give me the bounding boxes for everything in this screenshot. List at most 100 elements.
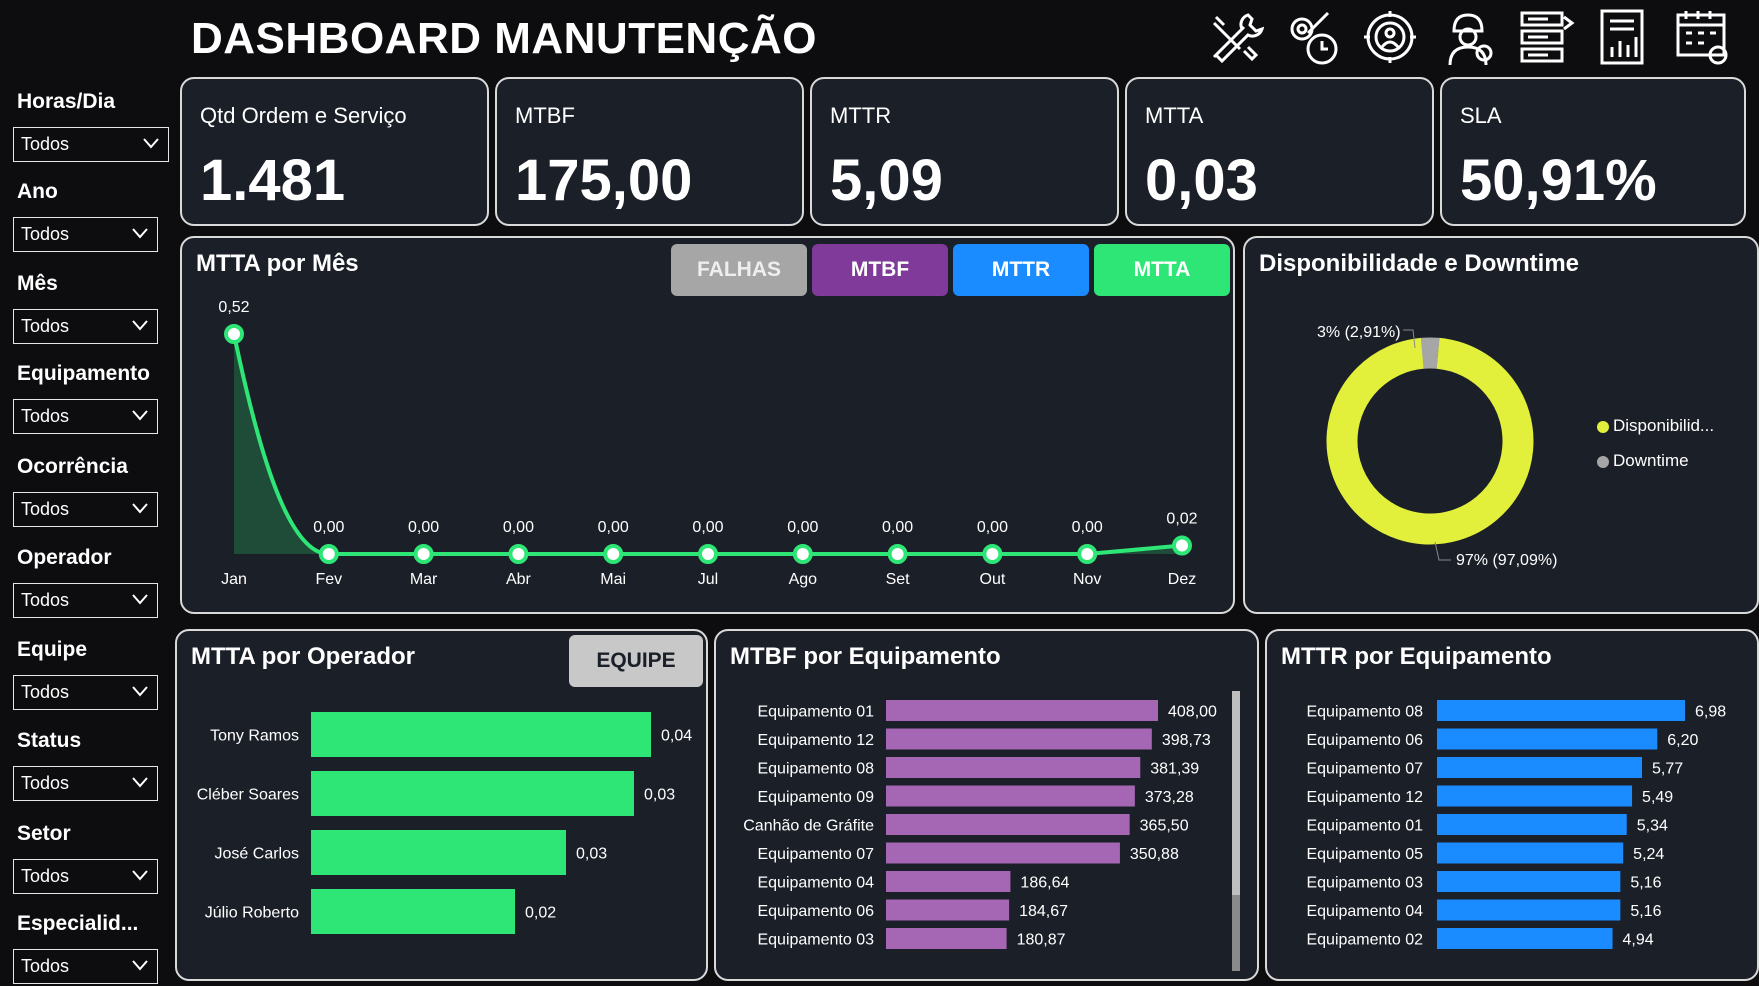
bar[interactable] [1437, 814, 1627, 835]
category-label: Equipamento 03 [757, 932, 874, 949]
kpi-card: SLA 50,91% [1440, 77, 1746, 226]
filter-dropdown[interactable]: Todos [13, 399, 158, 434]
value-label: 180,87 [1017, 932, 1066, 949]
report-icon[interactable] [1594, 6, 1654, 68]
filter-value: Todos [21, 682, 70, 702]
x-tick-label: Jan [221, 571, 247, 588]
checklist-icon[interactable] [1516, 6, 1576, 68]
bar[interactable] [886, 871, 1011, 892]
kpi-label: MTTR [830, 103, 892, 128]
filter-label: Horas/Dia [17, 90, 116, 113]
data-point[interactable] [318, 544, 339, 564]
value-label: 381,39 [1150, 761, 1199, 778]
legend-downtime[interactable]: Downtime [1597, 451, 1689, 471]
settings-clock-icon[interactable] [1282, 6, 1342, 68]
equipe-button[interactable]: EQUIPE [569, 635, 703, 687]
bar[interactable] [886, 842, 1120, 864]
category-label: José Carlos [215, 846, 299, 863]
filter-dropdown[interactable]: Todos [13, 675, 158, 710]
bar[interactable] [1437, 700, 1685, 721]
value-label: 6,98 [1695, 704, 1726, 721]
kpi-value: 1.481 [200, 148, 346, 213]
bar[interactable] [886, 700, 1158, 721]
bar[interactable] [1437, 757, 1643, 778]
kpi-card: MTBF 175,00 [495, 77, 804, 226]
category-label: Equipamento 04 [1306, 903, 1423, 920]
bar[interactable] [886, 757, 1141, 778]
kpi-card: MTTR 5,09 [810, 77, 1119, 226]
data-point[interactable] [224, 324, 244, 344]
bar[interactable] [311, 712, 651, 757]
filter-dropdown[interactable]: Todos [13, 127, 169, 162]
data-point[interactable] [413, 544, 434, 564]
mtbf-scrollbar-thumb[interactable] [1232, 691, 1240, 895]
data-point[interactable] [698, 544, 718, 564]
slice-label-availability: 97% (97,09%) [1456, 552, 1557, 569]
bar[interactable] [311, 889, 515, 934]
technician-icon[interactable] [1438, 6, 1498, 68]
bar[interactable] [886, 814, 1130, 835]
bar[interactable] [1437, 728, 1658, 750]
filter-value: Todos [21, 590, 70, 610]
x-tick-label: Fev [315, 571, 342, 588]
data-point[interactable] [887, 544, 908, 564]
mtta-operator-chart: Tony Ramos 0,04 Cléber Soares 0,03 José Carl… [197, 712, 692, 934]
x-tick-label: Nov [1073, 571, 1101, 588]
bar[interactable] [886, 928, 1007, 949]
series-line [232, 333, 1183, 556]
filter-label: Operador [17, 546, 112, 569]
bar[interactable] [886, 728, 1152, 750]
calendar-gear-icon[interactable] [1672, 6, 1732, 68]
metric-button-falhas[interactable]: FALHAS [671, 244, 807, 296]
data-label: 0,02 [1166, 511, 1197, 528]
value-label: 4,94 [1623, 932, 1654, 949]
value-label: 0,02 [525, 905, 556, 922]
metric-button-mtta[interactable]: MTTA [1094, 244, 1230, 296]
data-point[interactable] [1077, 544, 1098, 564]
value-label: 0,03 [644, 787, 675, 804]
gear-people-icon[interactable] [1360, 6, 1420, 68]
slice-label-downtime: 3% (2,91%) [1317, 324, 1401, 341]
legend-availability[interactable]: Disponibilid... [1597, 416, 1714, 436]
data-point[interactable] [792, 544, 813, 564]
filter-dropdown[interactable]: Todos [13, 859, 158, 894]
bar[interactable] [1437, 785, 1633, 807]
data-label: 0,00 [692, 519, 723, 536]
filter-dropdown[interactable]: Todos [13, 309, 158, 344]
bar[interactable] [1437, 899, 1621, 921]
bar[interactable] [1437, 928, 1613, 949]
metric-button-mtbf[interactable]: MTBF [812, 244, 948, 296]
data-point[interactable] [603, 544, 624, 564]
mtbf-equipment-title: MTBF por Equipamento [730, 643, 1001, 670]
bar[interactable] [311, 830, 566, 875]
filter-dropdown[interactable]: Todos [13, 583, 158, 618]
donut-slice[interactable] [1326, 337, 1534, 545]
bar[interactable] [1437, 871, 1621, 892]
metric-button-mttr[interactable]: MTTR [953, 244, 1089, 296]
category-label: Canhão de Gráfite [743, 818, 874, 835]
value-label: 184,67 [1019, 903, 1068, 920]
mtbf-equipment-chart: Equipamento 01 408,00 Equipamento 12 398,73… [743, 700, 1217, 949]
filter-dropdown[interactable]: Todos [13, 492, 158, 527]
legend-dot-downtime [1597, 455, 1609, 468]
kpi-value: 0,03 [1145, 148, 1258, 213]
filter-value: Todos [21, 134, 70, 154]
bar[interactable] [311, 771, 634, 816]
data-point[interactable] [982, 544, 1003, 564]
bar[interactable] [886, 785, 1135, 807]
bar[interactable] [1437, 842, 1624, 864]
filter-dropdown[interactable]: Todos [13, 766, 158, 801]
tools-icon[interactable] [1204, 6, 1265, 68]
value-label: 365,50 [1140, 818, 1189, 835]
data-point[interactable] [1172, 535, 1192, 556]
kpi-label: Qtd Ordem e Serviço [200, 103, 407, 128]
data-point[interactable] [508, 544, 529, 564]
filter-dropdown[interactable]: Todos [13, 949, 158, 984]
bar[interactable] [886, 899, 1010, 921]
value-label: 350,88 [1130, 846, 1179, 863]
value-label: 5,16 [1630, 903, 1661, 920]
x-tick-label: Mar [410, 571, 438, 588]
chevron-down-icon [131, 226, 149, 240]
filter-dropdown[interactable]: Todos [13, 217, 158, 252]
mttr-equipment-panel: MTTR por Equipamento Equipamento 08 6,98 E… [1265, 629, 1759, 981]
